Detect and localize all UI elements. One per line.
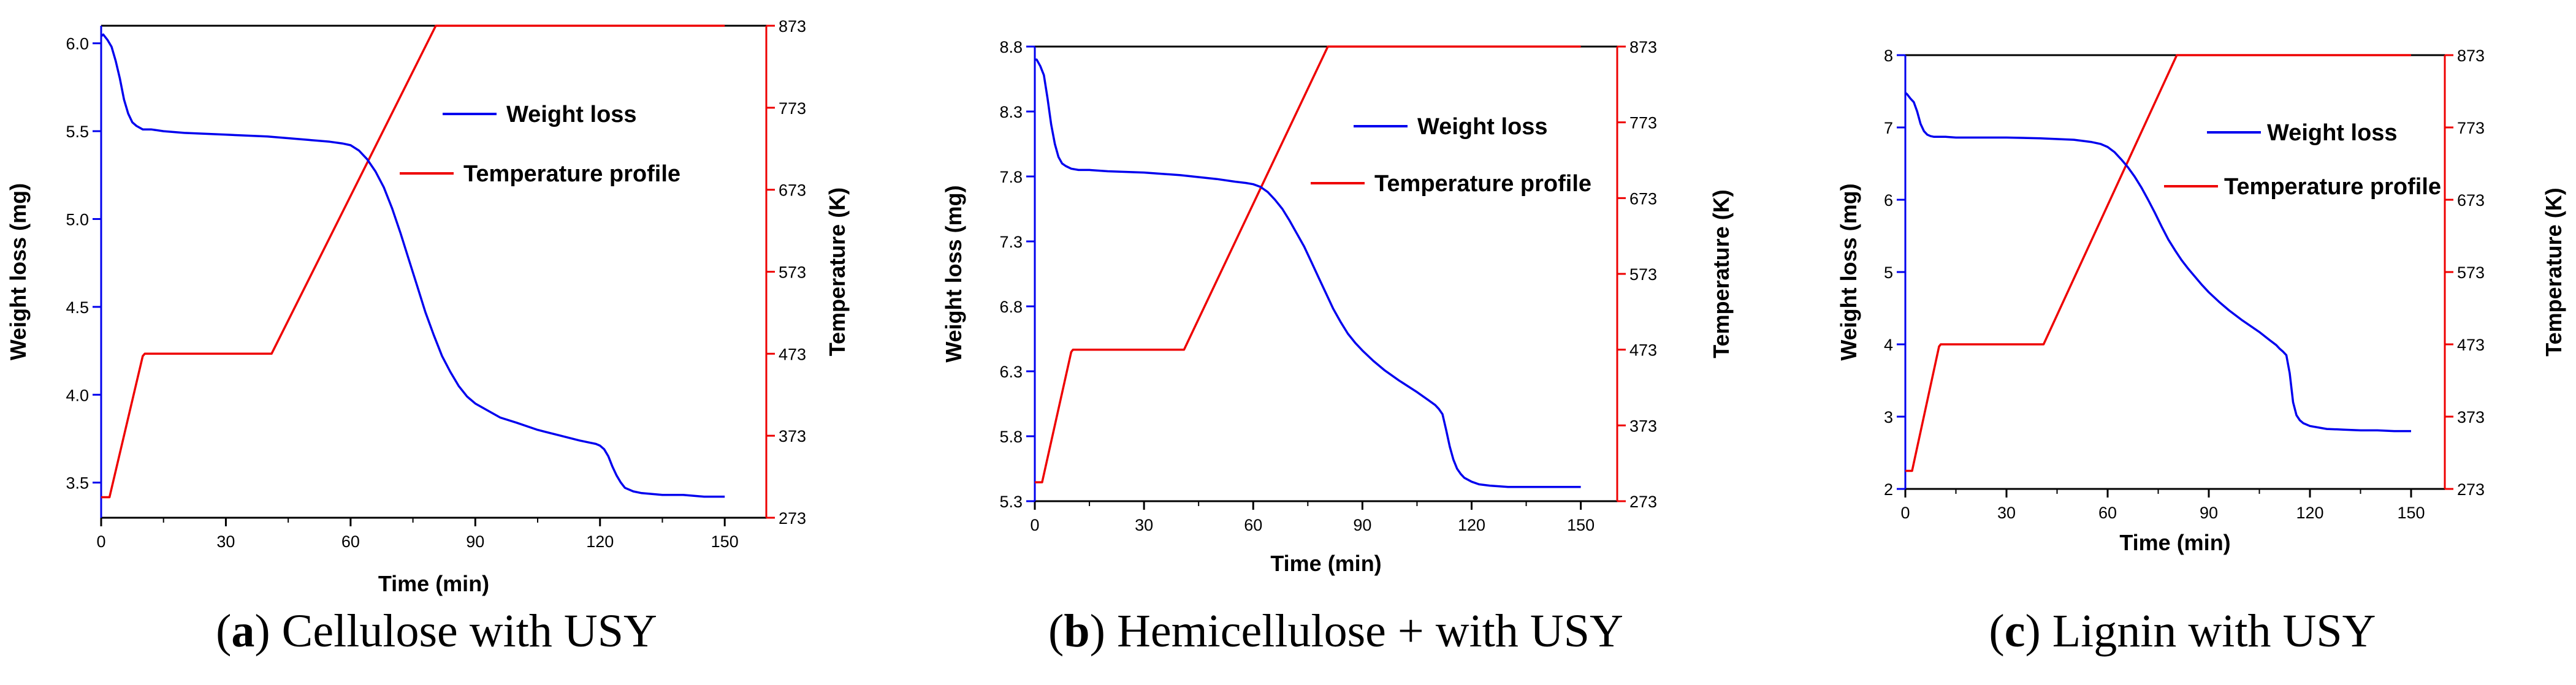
x-tick-label: 60 bbox=[1244, 516, 1262, 534]
y2-tick-label: 473 bbox=[1629, 341, 1657, 360]
y-tick-label: 3 bbox=[1884, 408, 1893, 426]
y2-tick-label: 873 bbox=[1629, 38, 1657, 56]
x-tick-label: 0 bbox=[96, 532, 105, 551]
x-tick-label: 30 bbox=[216, 532, 235, 551]
legend-weight-loss-label: Weight loss bbox=[506, 102, 637, 127]
x-axis-title: Time (min) bbox=[2119, 530, 2230, 555]
panel-caption: (b) Hemicellulose + with USY bbox=[1048, 605, 1623, 657]
caption-letter: b bbox=[1064, 605, 1089, 657]
y-tick-label: 6.3 bbox=[999, 363, 1023, 381]
x-tick-label: 150 bbox=[711, 532, 739, 551]
x-tick-label: 0 bbox=[1900, 504, 1910, 522]
y-tick-label: 5 bbox=[1884, 263, 1893, 282]
y-tick-label: 4.0 bbox=[66, 386, 89, 404]
y-axis-title: Weight loss (mg) bbox=[1836, 183, 1861, 360]
y-tick-label: 5.0 bbox=[66, 210, 89, 229]
caption-letter: c bbox=[2005, 605, 2025, 657]
weight-loss-line bbox=[1904, 92, 2411, 433]
x-axis-title: Time (min) bbox=[1270, 551, 1381, 576]
x-tick-label: 90 bbox=[2200, 504, 2218, 522]
y2-tick-label: 873 bbox=[2457, 47, 2485, 65]
panel-cellulose: 0 30 60 90 120 150 3.5 4.0 4.5 5.0 5.5 6.0 273 373 473… bbox=[6, 17, 850, 657]
y2-tick-label: 773 bbox=[779, 99, 806, 118]
y-tick-label: 5.5 bbox=[66, 123, 89, 141]
caption-title: ) Hemicellulose + with USY bbox=[1090, 605, 1623, 657]
y-tick-label: 8.8 bbox=[999, 38, 1023, 56]
y2-tick-label: 673 bbox=[779, 181, 806, 200]
caption-title: ) Lignin with USY bbox=[2025, 605, 2376, 657]
y2-tick-label: 773 bbox=[2457, 119, 2485, 137]
x-tick-label: 120 bbox=[586, 532, 614, 551]
y2-tick-label: 473 bbox=[779, 345, 806, 363]
y2-axis-title: Temperature (K) bbox=[825, 187, 850, 356]
panel-hemicellulose: 0 30 60 90 120 150 5.3 5.8 6.3 6.8 7.3 7.8 8.3 8.8 273… bbox=[941, 38, 1734, 657]
y-tick-label: 4 bbox=[1884, 336, 1893, 354]
y2-tick-label: 873 bbox=[779, 17, 806, 36]
x-axis-title: Time (min) bbox=[378, 571, 489, 596]
x-tick-label: 90 bbox=[466, 532, 484, 551]
y-tick-label: 2 bbox=[1884, 480, 1893, 499]
x-tick-label: 60 bbox=[2098, 504, 2117, 522]
panel-caption: (c) Lignin with USY bbox=[1989, 605, 2376, 657]
y-axis-title: Weight loss (mg) bbox=[6, 183, 31, 360]
y-tick-label: 4.5 bbox=[66, 298, 89, 317]
y2-tick-label: 273 bbox=[779, 509, 806, 528]
x-tick-label: 60 bbox=[341, 532, 360, 551]
caption-letter: a bbox=[231, 605, 254, 657]
x-tick-label: 150 bbox=[1567, 516, 1595, 534]
y-tick-label: 3.5 bbox=[66, 474, 89, 493]
y2-tick-label: 373 bbox=[1629, 417, 1657, 435]
y2-tick-label: 673 bbox=[1629, 189, 1657, 208]
x-tick-label: 90 bbox=[1353, 516, 1371, 534]
panel-lignin: 0 30 60 90 120 150 2 3 4 5 6 7 8 273 373 473 573 673 773 87… bbox=[1836, 47, 2566, 657]
y-tick-label: 7.3 bbox=[999, 233, 1023, 251]
weight-loss-line bbox=[100, 33, 725, 498]
y2-tick-label: 273 bbox=[2457, 480, 2485, 499]
temperature-profile-line bbox=[1905, 54, 2411, 472]
caption-prefix: ( bbox=[1989, 605, 2004, 657]
legend-weight-loss-label: Weight loss bbox=[1417, 114, 1548, 140]
y2-tick-label: 373 bbox=[2457, 408, 2485, 426]
temperature-profile-line bbox=[101, 25, 725, 499]
y2-axis-title: Temperature (K) bbox=[1709, 189, 1734, 358]
y-tick-label: 5.8 bbox=[999, 428, 1023, 446]
y2-axis-title: Temperature (K) bbox=[2541, 187, 2566, 356]
caption-prefix: ( bbox=[1048, 605, 1064, 657]
y2-tick-label: 473 bbox=[2457, 336, 2485, 354]
weight-loss-line bbox=[1035, 58, 1581, 488]
y2-tick-label: 673 bbox=[2457, 191, 2485, 210]
caption-title: ) Cellulose with USY bbox=[254, 605, 657, 657]
y2-tick-label: 573 bbox=[1629, 265, 1657, 284]
y-tick-label: 5.3 bbox=[999, 493, 1023, 511]
x-tick-label: 30 bbox=[1135, 516, 1153, 534]
y2-tick-label: 773 bbox=[1629, 114, 1657, 132]
y-tick-label: 6.0 bbox=[66, 35, 89, 53]
x-tick-label: 30 bbox=[1997, 504, 2016, 522]
y-tick-label: 8.3 bbox=[999, 103, 1023, 121]
panel-caption: (a) Cellulose with USY bbox=[216, 605, 657, 657]
y-tick-label: 8 bbox=[1884, 47, 1893, 65]
y-tick-label: 6 bbox=[1884, 191, 1893, 210]
y-axis-title: Weight loss (mg) bbox=[941, 185, 966, 362]
x-tick-label: 0 bbox=[1030, 516, 1039, 534]
y2-tick-label: 373 bbox=[779, 427, 806, 445]
y2-tick-label: 573 bbox=[779, 263, 806, 282]
x-tick-label: 120 bbox=[2296, 504, 2323, 522]
y2-tick-label: 573 bbox=[2457, 263, 2485, 282]
legend-weight-loss-label: Weight loss bbox=[2267, 120, 2398, 146]
y-tick-label: 6.8 bbox=[999, 298, 1023, 316]
y-tick-label: 7.8 bbox=[999, 168, 1023, 186]
caption-prefix: ( bbox=[216, 605, 231, 657]
y2-tick-label: 273 bbox=[1629, 493, 1657, 511]
x-tick-label: 120 bbox=[1458, 516, 1485, 534]
legend-temperature-label: Temperature profile bbox=[463, 161, 680, 187]
temperature-profile-line bbox=[1035, 45, 1581, 483]
legend-temperature-label: Temperature profile bbox=[1374, 171, 1591, 197]
y-tick-label: 7 bbox=[1884, 119, 1893, 137]
legend-temperature-label: Temperature profile bbox=[2224, 174, 2441, 200]
x-tick-label: 150 bbox=[2397, 504, 2425, 522]
